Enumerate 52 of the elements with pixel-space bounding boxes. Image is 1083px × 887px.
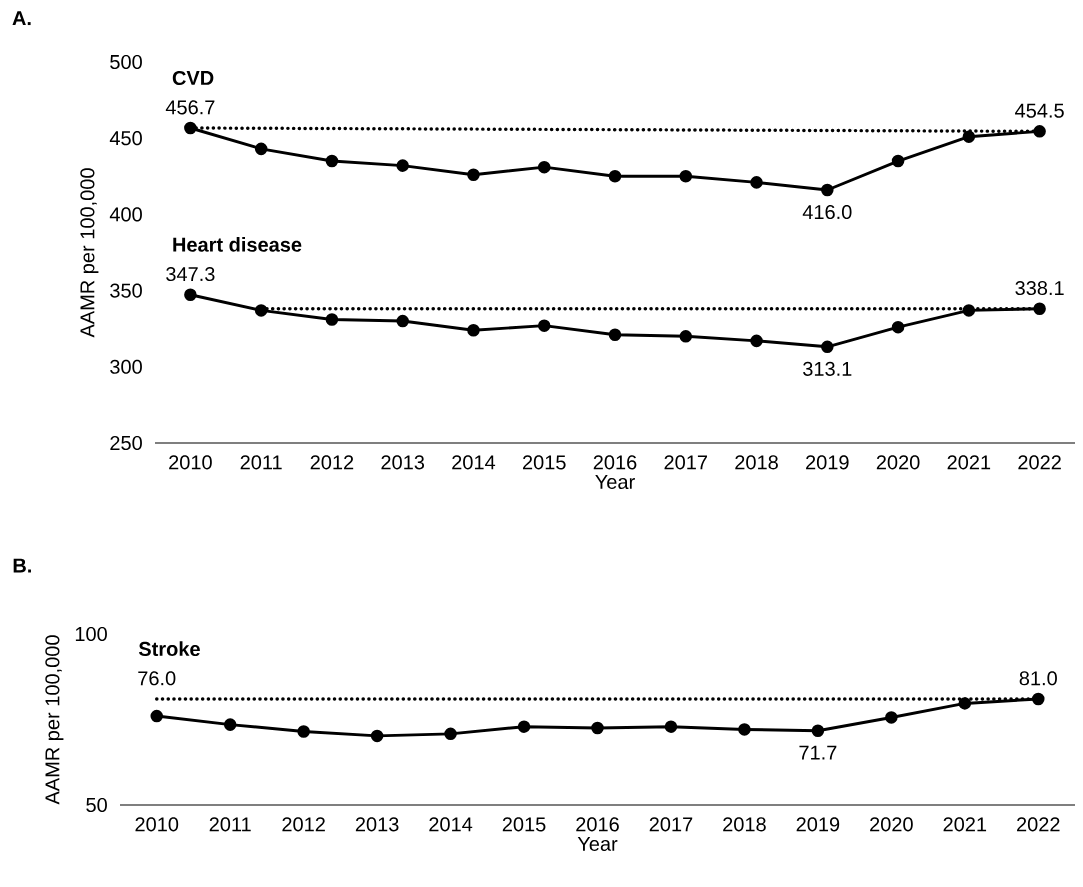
data-label: 71.7	[799, 745, 837, 760]
text: B.	[13, 558, 31, 573]
y-tick-label: 300	[110, 359, 142, 374]
data-label: 81.0	[1019, 671, 1057, 686]
x-tick-label: 2021	[943, 817, 987, 832]
x-axis-title: Year	[577, 837, 618, 851]
y-tick-label: 350	[110, 283, 142, 298]
data-label: 347.3	[166, 266, 215, 282]
x-tick-label: 2016	[593, 455, 637, 470]
text: Heart disease	[173, 237, 302, 252]
x-tick-label: 2019	[796, 817, 840, 832]
y-axis-title: AAMR per 100,000	[45, 635, 64, 805]
x-tick-label: 2018	[723, 817, 766, 832]
data-label: 456.7	[165, 100, 215, 115]
y-tick-label: 50	[86, 797, 107, 813]
text: Stroke	[138, 641, 200, 657]
y-tick-label: 100	[75, 626, 107, 642]
x-tick-label: 2020	[870, 817, 913, 832]
y-tick-label: 400	[109, 207, 142, 222]
x-tick-label: 2017	[664, 455, 707, 470]
x-tick-label: 2015	[502, 817, 546, 832]
x-tick-label: 2022	[1017, 817, 1060, 832]
x-tick-label: 2012	[282, 817, 325, 832]
x-tick-label: 2011	[240, 455, 282, 470]
x-tick-label: 2011	[209, 817, 251, 832]
text: A.	[12, 11, 31, 26]
data-label: 454.5	[1015, 103, 1064, 118]
text: CVD	[172, 70, 214, 86]
x-tick-label: 2012	[310, 455, 354, 470]
y-tick-label: 450	[109, 131, 142, 146]
x-tick-label: 2016	[576, 817, 619, 832]
x-tick-label: 2014	[452, 455, 496, 470]
y-axis-title: AAMR per 100,000	[80, 168, 99, 338]
data-label: 338.1	[1015, 280, 1064, 296]
x-axis-title: Year	[595, 475, 635, 489]
data-label: 76.0	[138, 671, 176, 686]
x-tick-label: 2018	[735, 455, 778, 470]
y-tick-label: 500	[110, 54, 142, 70]
x-tick-label: 2014	[429, 817, 473, 832]
x-tick-label: 2015	[522, 455, 566, 470]
x-tick-label: 2013	[355, 817, 399, 832]
y-tick-label: 250	[110, 435, 142, 451]
x-tick-label: 2022	[1018, 455, 1061, 470]
x-tick-label: 2010	[135, 817, 179, 832]
data-label: 313.1	[803, 361, 852, 376]
x-tick-label: 2021	[947, 455, 991, 470]
x-tick-label: 2019	[806, 455, 849, 470]
data-label: 416.0	[802, 204, 852, 220]
x-tick-label: 2017	[649, 817, 693, 832]
x-tick-label: 2013	[381, 455, 425, 470]
x-tick-label: 2020	[876, 455, 920, 470]
x-tick-label: 2010	[169, 455, 212, 470]
